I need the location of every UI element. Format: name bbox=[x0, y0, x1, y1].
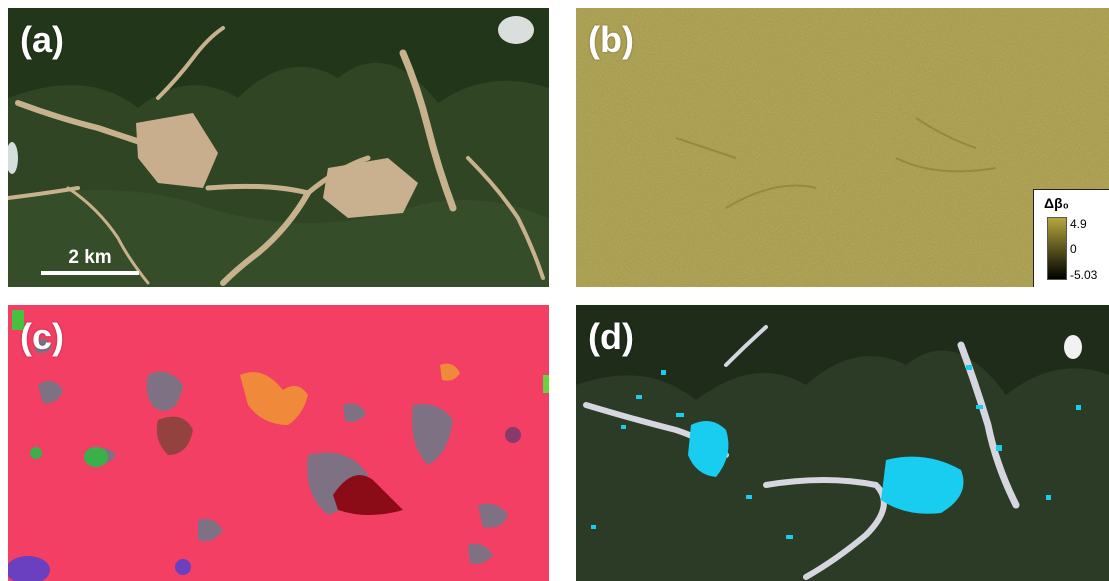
scale-bar: 2 km bbox=[41, 248, 139, 275]
panel-c-segmentation-map: (c) bbox=[8, 305, 549, 581]
scale-bar-label: 2 km bbox=[68, 247, 112, 268]
optical-image bbox=[8, 8, 549, 287]
panel-a-label: (a) bbox=[20, 19, 64, 60]
colorbar-legend: Δβ₀ 4.9 0 -5.03 bbox=[1033, 189, 1109, 287]
colorbar-tick-min: -5.03 bbox=[1070, 268, 1098, 282]
colorbar-gradient bbox=[1047, 217, 1067, 280]
detection-overlay-image bbox=[576, 305, 1109, 581]
colorbar-tick-mid: 0 bbox=[1070, 242, 1077, 256]
sar-difference-image bbox=[576, 8, 1109, 287]
colorbar-tick-max: 4.9 bbox=[1070, 217, 1087, 231]
colorbar-title: Δβ₀ bbox=[1044, 195, 1069, 211]
segmentation-map bbox=[8, 305, 549, 581]
panel-b-label: (b) bbox=[588, 19, 634, 60]
panel-b-sar-difference: (b) Δβ₀ 4.9 0 -5.03 bbox=[576, 8, 1109, 287]
panel-d-label: (d) bbox=[588, 316, 634, 357]
scale-bar-line bbox=[41, 271, 139, 275]
panel-a-optical-image: (a) 2 km bbox=[8, 8, 549, 287]
panel-d-detection-overlay: (d) bbox=[576, 305, 1109, 581]
panel-c-label: (c) bbox=[20, 316, 64, 357]
